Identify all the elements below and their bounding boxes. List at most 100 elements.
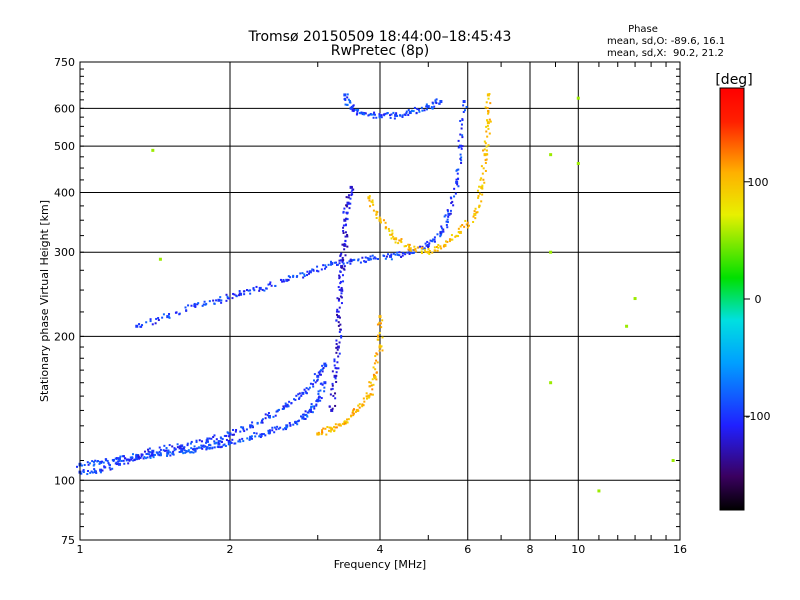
echo-scatter-point: [415, 111, 418, 114]
echo-scatter-point: [272, 415, 275, 418]
echo-scatter-point: [374, 368, 377, 371]
echo-scatter-point: [178, 450, 181, 453]
echo-scatter-point: [318, 371, 321, 374]
echo-scatter-point: [413, 106, 416, 109]
echo-scatter-point: [101, 469, 104, 472]
echo-point: [166, 315, 170, 319]
echo-scatter-point: [132, 459, 135, 462]
echo-scatter-point: [377, 335, 380, 338]
echo-scatter-point: [93, 469, 96, 472]
echo-scatter-point: [340, 296, 343, 299]
echo-scatter-point: [360, 111, 363, 114]
echo-scatter-point: [434, 99, 437, 102]
echo-scatter-point: [450, 202, 453, 205]
echo-scatter-point: [421, 252, 424, 255]
echo-scatter-point: [215, 438, 218, 441]
echo-scatter-point: [213, 434, 216, 437]
echo-scatter-point: [143, 456, 146, 459]
echo-scatter-point: [467, 224, 470, 227]
echo-scatter-point: [381, 319, 384, 322]
echo-scatter-point: [320, 268, 323, 271]
echo-scatter-point: [112, 460, 115, 463]
echo-scatter-point: [406, 251, 409, 254]
echo-scatter-point: [396, 253, 399, 256]
echo-scatter-point: [190, 447, 193, 450]
echo-scatter-point: [287, 278, 290, 281]
echo-scatter-point: [460, 123, 463, 126]
echo-scatter-point: [395, 112, 398, 115]
echo-scatter-point: [400, 255, 403, 258]
echo-scatter-point: [484, 159, 487, 162]
echo-scatter-point: [431, 107, 434, 110]
echo-scatter-point: [329, 426, 332, 429]
echo-scatter-point: [316, 400, 319, 403]
echo-scatter-point: [259, 433, 262, 436]
echo-scatter-point: [187, 450, 190, 453]
echo-scatter-point: [137, 454, 140, 457]
echo-scatter-point: [347, 196, 350, 199]
echo-scatter-point: [489, 120, 492, 123]
echo-scatter-point: [446, 218, 449, 221]
echo-scatter-point: [165, 449, 168, 452]
echo-scatter-point: [148, 453, 151, 456]
echo-scatter-point: [282, 405, 285, 408]
echo-scatter-point: [314, 381, 317, 384]
echo-scatter-point: [435, 98, 438, 101]
echo-scatter-point: [168, 316, 171, 319]
echo-scatter-point: [339, 328, 342, 331]
echo-scatter-point: [338, 276, 341, 279]
echo-scatter-point: [161, 316, 164, 319]
echo-scatter-point: [440, 225, 443, 228]
echo-scatter-point: [369, 255, 372, 258]
echo-scatter-point: [240, 426, 243, 429]
echo-scatter-point: [430, 106, 433, 109]
echo-scatter-point: [92, 460, 95, 463]
echo-scatter-point: [348, 100, 351, 103]
echo-scatter-point: [448, 240, 451, 243]
echo-scatter-point: [340, 302, 343, 305]
echo-scatter-point: [210, 437, 213, 440]
echo-scatter-point: [99, 471, 102, 474]
echo-scatter-point: [407, 109, 410, 112]
echo-scatter-point: [183, 446, 186, 449]
echo-scatter-point: [334, 423, 337, 426]
echo-scatter-point: [288, 400, 291, 403]
echo-scatter-point: [195, 439, 198, 442]
echo-scatter-point: [400, 241, 403, 244]
echo-scatter-point: [427, 247, 430, 250]
echo-scatter-point: [335, 339, 338, 342]
echo-scatter-point: [80, 472, 83, 475]
plot-frame: [79, 61, 681, 541]
echo-scatter-point: [321, 368, 324, 371]
echo-scatter-point: [463, 109, 466, 112]
echo-point: [367, 196, 371, 200]
echo-scatter-point: [86, 461, 89, 464]
echo-point: [486, 93, 490, 97]
echo-scatter-point: [338, 330, 341, 333]
echo-scatter-point: [202, 303, 205, 306]
echo-scatter-point: [351, 411, 354, 414]
echo-scatter-point: [372, 209, 375, 212]
echo-scatter-point: [139, 456, 142, 459]
echo-scatter-point: [453, 187, 456, 190]
echo-point: [367, 394, 371, 398]
echo-scatter-point: [477, 196, 480, 199]
echo-scatter-point: [338, 424, 341, 427]
echo-scatter-point: [409, 249, 412, 252]
echo-point: [343, 93, 347, 97]
echo-scatter-point: [407, 113, 410, 116]
echo-scatter-point: [460, 156, 463, 159]
echo-point: [373, 374, 377, 378]
echo-scatter-point: [462, 110, 465, 113]
echo-scatter-point: [465, 105, 468, 108]
echo-scatter-point: [461, 145, 464, 148]
echo-scatter-point: [449, 209, 452, 212]
echo-scatter-point: [287, 405, 290, 408]
echo-scatter-point: [320, 382, 323, 385]
echo-scatter-point: [261, 418, 264, 421]
echo-scatter-point: [425, 103, 428, 106]
echo-scatter-point: [335, 371, 338, 374]
echo-scatter-point: [451, 200, 454, 203]
echo-point: [330, 427, 334, 431]
echo-scatter-point: [120, 459, 123, 462]
